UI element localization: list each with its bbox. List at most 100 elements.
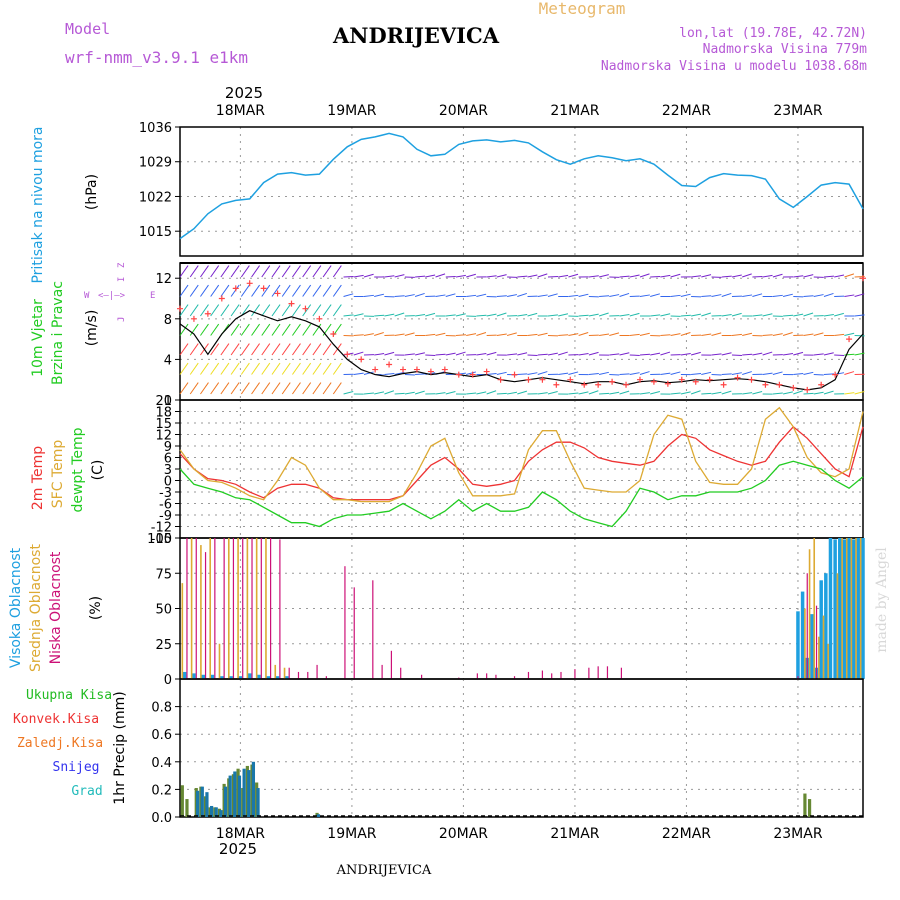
cloud-bar	[266, 676, 271, 679]
wind-arrow	[230, 265, 240, 278]
wind-arrow	[517, 275, 528, 278]
wind-arrow	[537, 353, 548, 356]
wind-arrow	[578, 332, 589, 336]
wind-arrow	[240, 284, 250, 297]
wind-arrow	[486, 372, 497, 375]
wind-arrow	[834, 312, 844, 317]
wind-gust-mark	[177, 305, 183, 312]
wind-arrow	[721, 292, 732, 297]
wind-arrow	[731, 274, 742, 278]
compass-north: Z	[117, 262, 127, 268]
wind-arrow	[496, 333, 507, 336]
wind-arrow	[445, 352, 456, 356]
wind-arrow	[823, 313, 834, 317]
pressure-panel: 1015 1022 1029 1036	[139, 121, 864, 257]
wind-gust-mark	[288, 300, 295, 307]
wind-arrow	[782, 391, 793, 395]
wind-arrow	[332, 265, 342, 278]
cloud-bar	[257, 674, 261, 679]
wind-arrow	[690, 351, 701, 356]
wind-arrow	[660, 351, 671, 356]
wind-arrow	[813, 332, 824, 336]
wind-gust-mark	[427, 368, 434, 375]
temp-tick-label: 9	[164, 440, 172, 455]
wind-arrow	[281, 323, 291, 336]
wind-arrow	[240, 362, 250, 375]
wind-arrow	[425, 274, 436, 278]
wind-arrow	[189, 265, 199, 278]
wind-arrow	[752, 293, 763, 297]
cloud-bar	[808, 549, 811, 679]
compass-east: E	[150, 291, 155, 301]
wind-arrow	[823, 352, 834, 356]
day-labels-bottom: 18MAR 19MAR 20MAR 21MAR 22MAR 23MAR	[216, 826, 823, 842]
wind-arrow	[414, 292, 425, 297]
wind-arrow	[691, 372, 702, 375]
day-label: 18MAR	[216, 826, 265, 842]
panel-frame	[179, 678, 864, 818]
wind-arrow	[547, 293, 558, 297]
temp-tick-label: -3	[159, 486, 172, 501]
wind-arrow	[629, 333, 640, 336]
cloud-bar	[316, 664, 318, 679]
wind-arrow	[271, 284, 281, 297]
wind-title-1: 10m Vjetar	[30, 299, 46, 377]
wind-arrow	[558, 334, 569, 336]
wind-panel: 0 4 8 12	[155, 262, 866, 409]
wind-arrow	[414, 352, 425, 356]
temp-title-3: dewpt Temp	[70, 427, 86, 512]
cloud-bar	[237, 538, 239, 679]
wind-arrow	[302, 265, 312, 278]
wind-arrow	[189, 284, 199, 297]
wind-arrow	[823, 390, 834, 395]
cloud-bar	[818, 636, 820, 679]
wind-arrow	[210, 284, 220, 297]
wind-arrow	[496, 274, 507, 278]
wind-arrow	[230, 343, 240, 356]
wind-arrow	[588, 351, 599, 356]
cloud-bar	[851, 539, 856, 679]
wind-arrow	[363, 371, 374, 375]
cloud-title-3: Niska Oblacnost	[48, 551, 64, 664]
cloud-bar	[804, 608, 806, 679]
wind-arrow	[762, 372, 773, 375]
cloud-bar	[513, 676, 516, 679]
cloud-bar	[201, 674, 205, 679]
wind-arrow	[762, 274, 773, 278]
wind-gust-mark	[386, 361, 393, 368]
precip-bar	[214, 807, 218, 817]
pressure-tick-label: 1022	[139, 190, 172, 205]
wind-gust-mark	[232, 285, 239, 292]
cloud-bar	[856, 538, 861, 679]
panel-frame	[179, 126, 864, 257]
cloud-bar	[381, 664, 383, 679]
temp-tick-label: -12	[151, 521, 172, 536]
wind-arrow	[210, 362, 220, 375]
cloud-panel: 0 25 50 75 100	[147, 532, 865, 688]
wind-arrow	[670, 273, 681, 278]
wind-arrow	[220, 343, 230, 356]
wind-arrow	[240, 343, 250, 356]
wind-arrow	[527, 333, 538, 336]
cloud-bar	[797, 676, 799, 679]
wind-arrow	[721, 313, 732, 317]
precip-bar	[803, 793, 807, 817]
wind-arrow	[251, 343, 260, 356]
lonlat-label: lon,lat (19.78E, 42.72N)	[679, 26, 867, 41]
wind-arrow	[415, 313, 426, 317]
wind-arrow	[445, 314, 456, 317]
cloud-bar	[220, 676, 224, 679]
wind-arrow	[680, 293, 691, 297]
wind-arrow	[527, 312, 538, 317]
panel-frame	[179, 262, 864, 401]
wind-arrow	[179, 362, 189, 375]
footer-station: ANDRIJEVICA	[336, 863, 432, 878]
wind-gust-mark	[720, 381, 727, 388]
precip-axis-label: 1hr Precip (mm)	[112, 691, 128, 804]
cloud-bar	[238, 676, 243, 679]
temp-tick-label: -6	[159, 498, 172, 513]
wind-arrow	[261, 323, 271, 336]
wind-gust-mark	[650, 378, 657, 385]
wind-arrow	[721, 373, 732, 375]
